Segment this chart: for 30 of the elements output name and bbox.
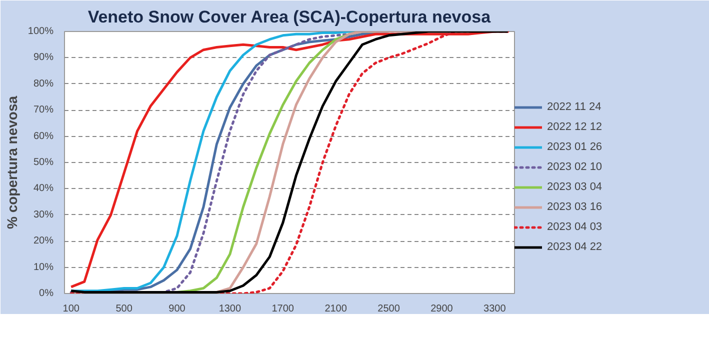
x-tick-label: 3300 (484, 304, 506, 314)
y-tick-label: 40% (33, 183, 54, 194)
x-tick-label: 500 (116, 304, 133, 314)
legend-label: 2023 04 22 (547, 241, 602, 253)
y-tick-label: 70% (33, 104, 54, 116)
legend-label: 2022 12 12 (547, 121, 602, 133)
legend-label: 2023 01 26 (547, 141, 602, 153)
y-tick-label: 0% (39, 288, 54, 299)
legend-label: 2023 03 16 (547, 201, 602, 213)
legend-label: 2023 04 03 (547, 221, 602, 233)
x-tick-label: 1300 (218, 304, 242, 314)
x-tick-label: 100 (62, 304, 80, 314)
x-tick-label: 900 (168, 304, 186, 314)
x-tick-label: 2500 (378, 304, 400, 314)
y-axis-title: % copertura nevosa (4, 96, 20, 230)
y-tick-label: 60% (33, 130, 54, 142)
legend-label: 2023 02 10 (547, 161, 602, 173)
y-tick-label: 80% (33, 78, 54, 90)
legend-label: 2022 11 24 (547, 101, 602, 113)
y-tick-label: 20% (33, 236, 54, 247)
y-tick-label: 30% (33, 209, 54, 220)
x-tick-label: 2900 (430, 304, 454, 314)
y-tick-label: 100% (28, 26, 54, 37)
x-tick-label: 1700 (272, 304, 294, 314)
x-tick-label: 2100 (324, 304, 348, 314)
legend-label: 2023 03 04 (547, 181, 602, 193)
chart-title: Veneto Snow Cover Area (SCA)-Copertura nevosa (88, 8, 492, 26)
y-tick-label: 10% (33, 262, 54, 273)
y-tick-label: 90% (33, 52, 54, 64)
y-tick-label: 50% (33, 157, 54, 168)
